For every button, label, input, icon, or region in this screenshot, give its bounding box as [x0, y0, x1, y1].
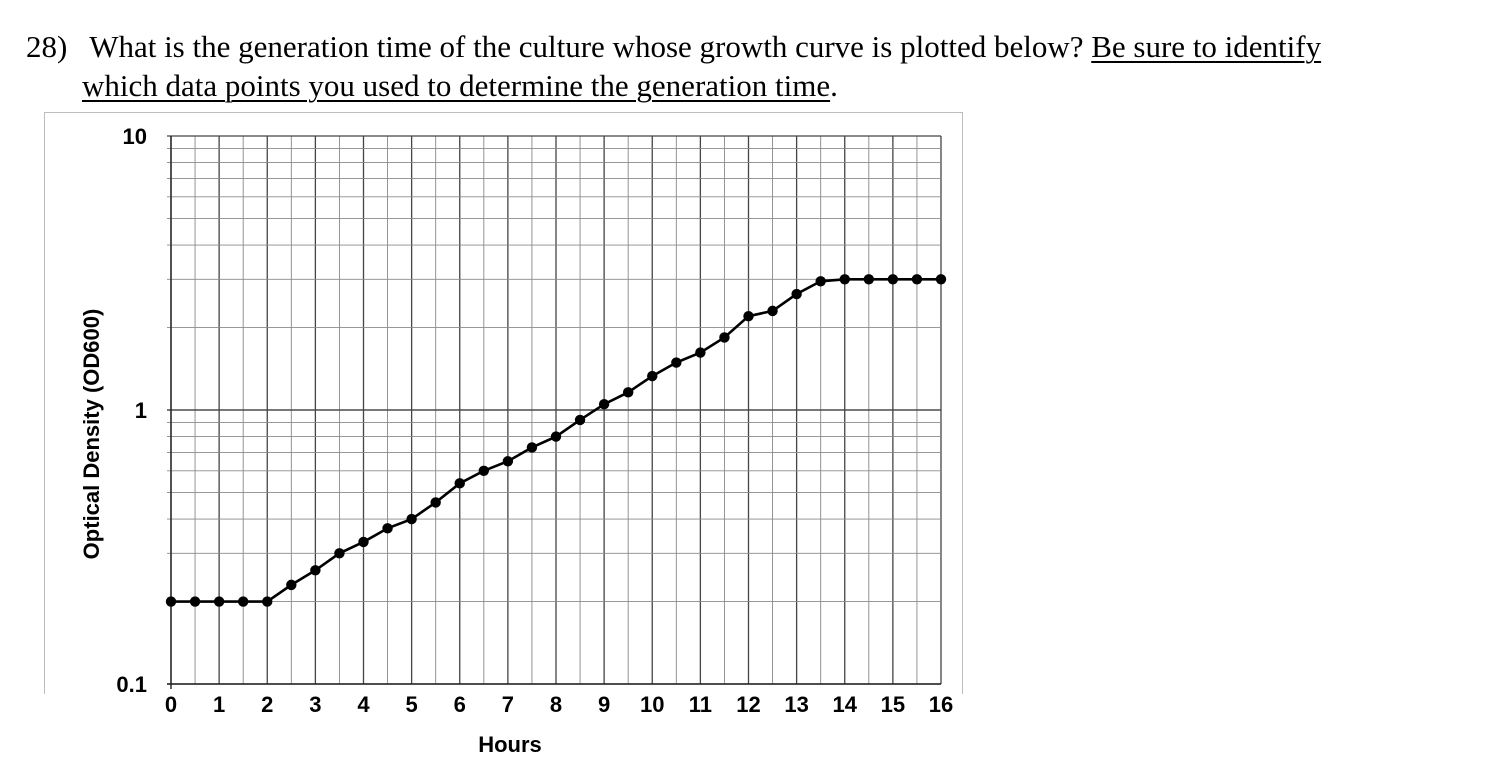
x-tick-label: 9 [598, 692, 610, 717]
data-point [526, 442, 538, 453]
question-end: . [830, 68, 838, 103]
x-tick-label: 7 [502, 692, 514, 717]
data-point [671, 357, 682, 368]
x-tick-label: 3 [309, 692, 321, 717]
x-tick-label: 5 [406, 692, 418, 717]
chart-axes [167, 136, 941, 689]
data-point [213, 596, 225, 607]
question-number: 28) [26, 29, 68, 64]
question-instruction-part2: which data points you used to determine … [82, 68, 831, 103]
y-axis-label: Optical Density (OD600) [79, 309, 104, 560]
data-point [478, 465, 490, 476]
data-point [502, 456, 514, 467]
x-tick-label: 14 [833, 692, 858, 717]
chart-frame [44, 112, 963, 694]
x-tick-label: 13 [784, 692, 808, 717]
data-point [262, 596, 273, 607]
data-point [935, 274, 947, 285]
data-point [647, 370, 658, 382]
x-tick-label: 2 [261, 692, 273, 717]
x-tick-label: 8 [550, 692, 562, 717]
x-tick-label: 11 [689, 692, 712, 717]
data-point [358, 536, 369, 548]
data-point [237, 596, 249, 607]
x-tick-label: 12 [736, 692, 760, 717]
x-tick-label: 16 [929, 692, 953, 717]
chart-series [165, 274, 947, 607]
data-point [887, 274, 899, 285]
data-point [863, 274, 875, 285]
x-tick-label: 4 [357, 692, 370, 717]
data-point [550, 431, 562, 442]
data-point [406, 513, 417, 525]
data-point [574, 414, 586, 426]
question-instruction-part1: Be sure to identify [1091, 29, 1322, 64]
chart-grid [167, 135, 942, 685]
data-point [719, 332, 730, 343]
data-point [622, 387, 634, 398]
data-point [310, 565, 321, 576]
data-point [743, 310, 754, 322]
question-text: 28) What is the generation time of the c… [26, 27, 1466, 105]
data-point [189, 596, 201, 607]
data-point [382, 523, 393, 534]
x-tick-label: 6 [454, 692, 466, 717]
y-tick-label: 10 [123, 124, 147, 149]
y-tick-label: 0.1 [116, 672, 147, 697]
data-point [767, 305, 778, 317]
data-point [791, 288, 802, 300]
x-tick-label: 15 [881, 692, 905, 717]
data-point [839, 274, 850, 285]
x-tick-label: 1 [213, 692, 225, 717]
data-point [430, 497, 441, 508]
x-axis-label: Hours [478, 732, 542, 757]
data-point [911, 274, 923, 285]
data-point [165, 596, 177, 607]
y-tick-label: 1 [135, 398, 147, 423]
data-point [286, 579, 297, 591]
data-point [815, 276, 826, 287]
question-body: What is the generation time of the cultu… [82, 29, 1092, 64]
data-point [695, 347, 706, 358]
data-point [598, 398, 610, 410]
data-point [334, 548, 345, 559]
x-tick-label: 10 [640, 692, 664, 717]
x-tick-label: 0 [165, 692, 177, 717]
data-point [454, 478, 465, 489]
